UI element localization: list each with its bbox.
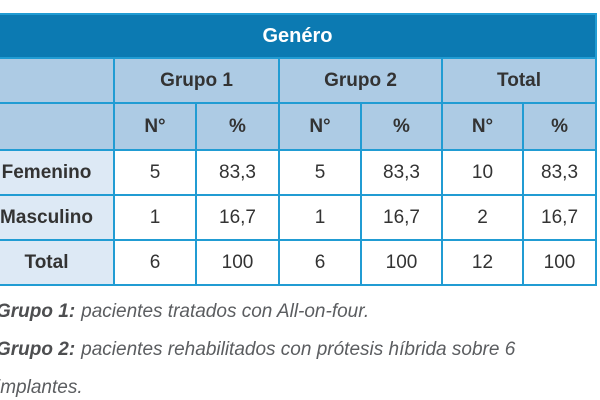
cell-value: 100 <box>521 239 598 286</box>
cell-value: 100 <box>360 239 443 286</box>
sub-header-n: N° <box>278 102 362 151</box>
cell-value: 5 <box>113 149 197 196</box>
col-group-grupo-2: Grupo 2 <box>278 57 443 104</box>
footnote-text: pacientes tratados con All-on-four. <box>81 301 370 322</box>
sub-header-pct: % <box>360 102 443 151</box>
table-footnotes: Grupo 1: pacientes tratados con All-on-fo… <box>0 293 558 400</box>
cell-value: 16,7 <box>521 194 598 241</box>
cell-value: 1 <box>278 194 362 241</box>
cell-value: 16,7 <box>360 194 443 241</box>
cell-value: 83,3 <box>521 149 598 196</box>
table-row-masculino: Masculino 1 16,7 1 16,7 2 16,7 <box>0 194 598 241</box>
col-group-total: Total <box>440 57 598 104</box>
table-title: Genéro <box>0 13 598 59</box>
cell-value: 83,3 <box>360 149 443 196</box>
cell-value: 6 <box>113 239 197 286</box>
footnote-term: Grupo 1: <box>0 301 76 322</box>
row-label: Total <box>0 239 115 286</box>
corner-cell <box>0 102 115 151</box>
cell-value: 10 <box>441 149 524 196</box>
column-group-row: Grupo 1 Grupo 2 Total <box>0 57 598 104</box>
row-label: Femenino <box>0 149 115 196</box>
cell-value: 83,3 <box>195 149 280 196</box>
table-row-femenino: Femenino 5 83,3 5 83,3 10 83,3 <box>0 149 598 196</box>
gender-table: Genéro Grupo 1 Grupo 2 Total N° % N° % N… <box>0 13 598 286</box>
corner-cell <box>0 57 115 104</box>
sub-header-pct: % <box>521 102 598 151</box>
cell-value: 5 <box>278 149 362 196</box>
sub-header-n: N° <box>441 102 524 151</box>
table-row-total: Total 6 100 6 100 12 100 <box>0 239 598 286</box>
footnote-grupo-1: Grupo 1: pacientes tratados con All-on-fo… <box>0 293 558 331</box>
footnote-grupo-2: Grupo 2: pacientes rehabilitados con prót… <box>0 331 558 400</box>
cell-value: 16,7 <box>195 194 280 241</box>
sub-header-pct: % <box>195 102 280 151</box>
cell-value: 12 <box>441 239 524 286</box>
col-group-grupo-1: Grupo 1 <box>113 57 280 104</box>
sub-header-n: N° <box>113 102 197 151</box>
cell-value: 2 <box>441 194 524 241</box>
cell-value: 100 <box>195 239 280 286</box>
cell-value: 1 <box>113 194 197 241</box>
row-label: Masculino <box>0 194 115 241</box>
footnote-text: pacientes rehabilitados con prótesis híb… <box>0 339 516 398</box>
cell-value: 6 <box>278 239 362 286</box>
sub-header-row: N° % N° % N° % <box>0 102 598 151</box>
table-title-row: Genéro <box>0 13 598 59</box>
footnote-term: Grupo 2: <box>0 339 76 360</box>
